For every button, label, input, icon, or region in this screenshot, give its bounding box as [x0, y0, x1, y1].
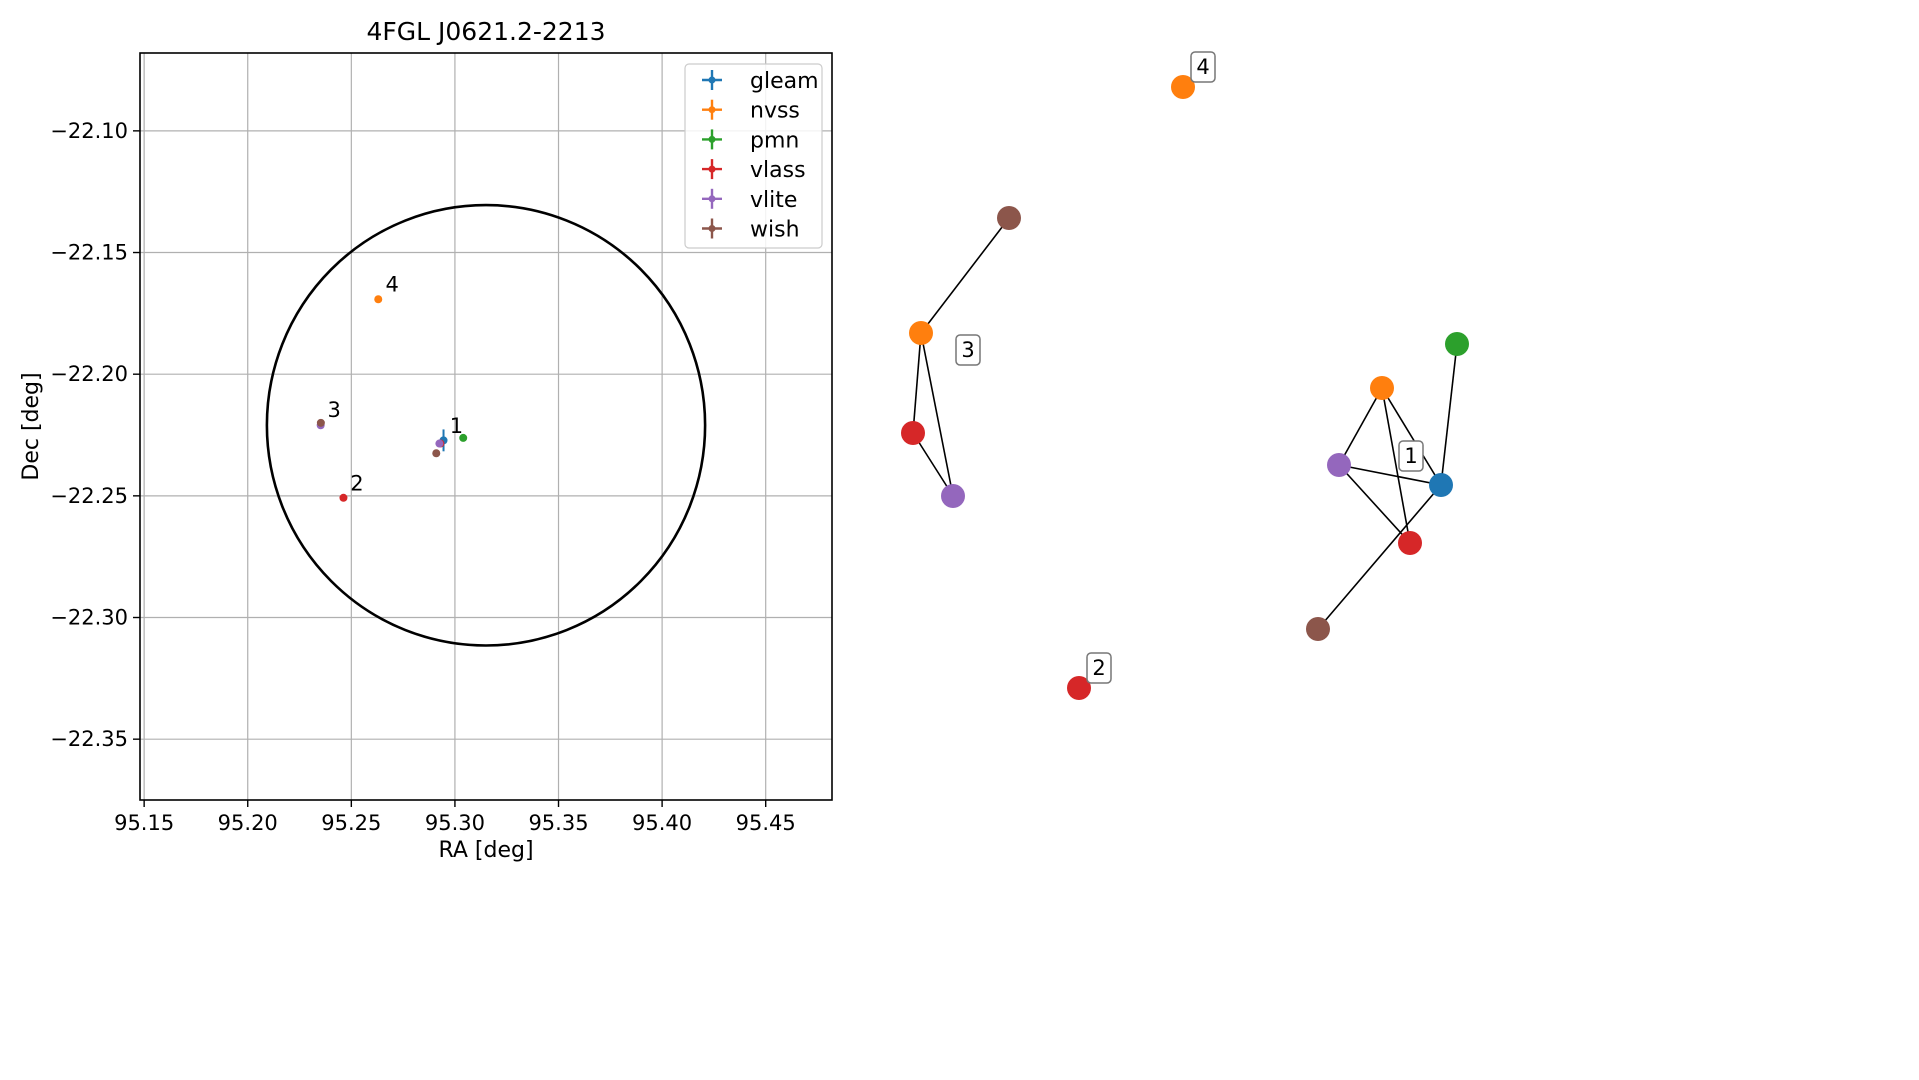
- pmn-legend-dot: [708, 135, 716, 143]
- nvss-node: [1171, 75, 1195, 99]
- nvss-legend-dot: [708, 106, 716, 114]
- vlass-legend-dot: [708, 165, 716, 173]
- graph-edge: [1338, 387, 1383, 466]
- x-tick-label: 95.35: [528, 811, 588, 835]
- vlass-point: [339, 493, 348, 502]
- data-points: [316, 295, 468, 502]
- wish-legend-dot: [708, 225, 716, 232]
- axes-frame: [139, 52, 833, 801]
- x-tick-label: 95.15: [114, 811, 174, 835]
- graph-edge: [1338, 464, 1411, 544]
- y-tick-label: −22.30: [50, 606, 128, 630]
- graph-edge: [1440, 343, 1458, 486]
- y-tick-label: −22.15: [50, 241, 128, 265]
- pmn-node: [1445, 332, 1469, 356]
- graph-edge: [1381, 387, 1411, 544]
- point-annotation: 3: [328, 398, 341, 422]
- gleam-node: [1429, 473, 1453, 497]
- x-tick-label: 95.25: [321, 811, 381, 835]
- legend-label-nvss: nvss: [750, 99, 800, 124]
- vlite-node: [941, 484, 965, 508]
- nvss-point: [374, 295, 383, 304]
- y-tick-label: −22.10: [50, 119, 128, 143]
- vlass-node: [901, 421, 925, 445]
- group-label-box: [1086, 652, 1112, 684]
- group-label-box: [955, 334, 981, 366]
- wish-point: [432, 449, 441, 458]
- x-tick-label: 95.40: [632, 811, 692, 835]
- gleam-legend-dot: [708, 76, 716, 84]
- x-tick-label: 95.45: [736, 811, 796, 835]
- legend-label-vlass: vlass: [750, 158, 806, 183]
- nvss-node: [1370, 376, 1394, 400]
- y-tick-label: −22.25: [50, 484, 128, 508]
- group-label: 2: [1092, 656, 1105, 680]
- point-annotation: 1: [450, 414, 463, 438]
- graph-labels: 1 2 3 4: [955, 51, 1424, 684]
- legend-label-wish: wish: [750, 218, 800, 243]
- x-tick-label: 95.20: [218, 811, 278, 835]
- legend: gleam nvss pmn vlass vlite wish: [684, 63, 823, 249]
- x-tick-label: 95.30: [425, 811, 485, 835]
- graph-edge: [1317, 484, 1442, 630]
- legend-label-vlite: vlite: [750, 188, 797, 213]
- y-axis-label: Dec [deg]: [19, 372, 44, 480]
- point-annotations: 1 2 3 4: [328, 272, 464, 495]
- graph-edge: [912, 332, 922, 434]
- error-circle-layer: [265, 203, 707, 647]
- point-annotation: 2: [350, 471, 363, 495]
- grid-lines: [140, 53, 832, 800]
- error-circle: [265, 203, 707, 647]
- graph-nodes: [901, 75, 1469, 700]
- wish-node: [997, 206, 1021, 230]
- point-annotation: 4: [386, 272, 399, 296]
- x-axis-ticks: 95.15 95.20 95.25 95.30 95.35 95.40 95.45: [114, 800, 796, 835]
- vlite-node: [1327, 453, 1351, 477]
- wish-node: [1306, 617, 1330, 641]
- graph-edge: [912, 432, 954, 497]
- group-label: 4: [1196, 55, 1209, 79]
- group-label-box: [1398, 440, 1424, 472]
- group-label-box: [1190, 51, 1216, 83]
- x-axis-label: RA [deg]: [438, 838, 533, 863]
- graph-edge: [1338, 464, 1442, 486]
- nvss-node: [909, 321, 933, 345]
- group-label: 3: [961, 338, 974, 362]
- vlite-legend-dot: [708, 195, 716, 203]
- y-tick-label: −22.20: [50, 362, 128, 386]
- legend-label-gleam: gleam: [750, 69, 819, 94]
- chart-title: 4FGL J0621.2-2213: [366, 17, 605, 46]
- vlass-node: [1067, 676, 1091, 700]
- graph-edge: [1381, 387, 1442, 486]
- pmn-point: [459, 433, 468, 442]
- group-label: 1: [1404, 444, 1417, 468]
- vlass-node: [1398, 531, 1422, 555]
- graph-edge: [920, 217, 1010, 334]
- network-graph: 1 2 3 4: [901, 51, 1469, 700]
- legend-label-pmn: pmn: [750, 128, 799, 153]
- graph-edges: [912, 217, 1458, 630]
- vlite-point: [435, 439, 444, 448]
- wish-point: [316, 418, 325, 427]
- y-axis-ticks: −22.10 −22.15 −22.20 −22.25 −22.30 −22.35: [50, 119, 140, 751]
- graph-edge: [920, 332, 954, 497]
- scatter-plot: 95.15 95.20 95.25 95.30 95.35 95.40 95.45 −22.…: [19, 17, 833, 863]
- y-tick-label: −22.35: [50, 727, 128, 751]
